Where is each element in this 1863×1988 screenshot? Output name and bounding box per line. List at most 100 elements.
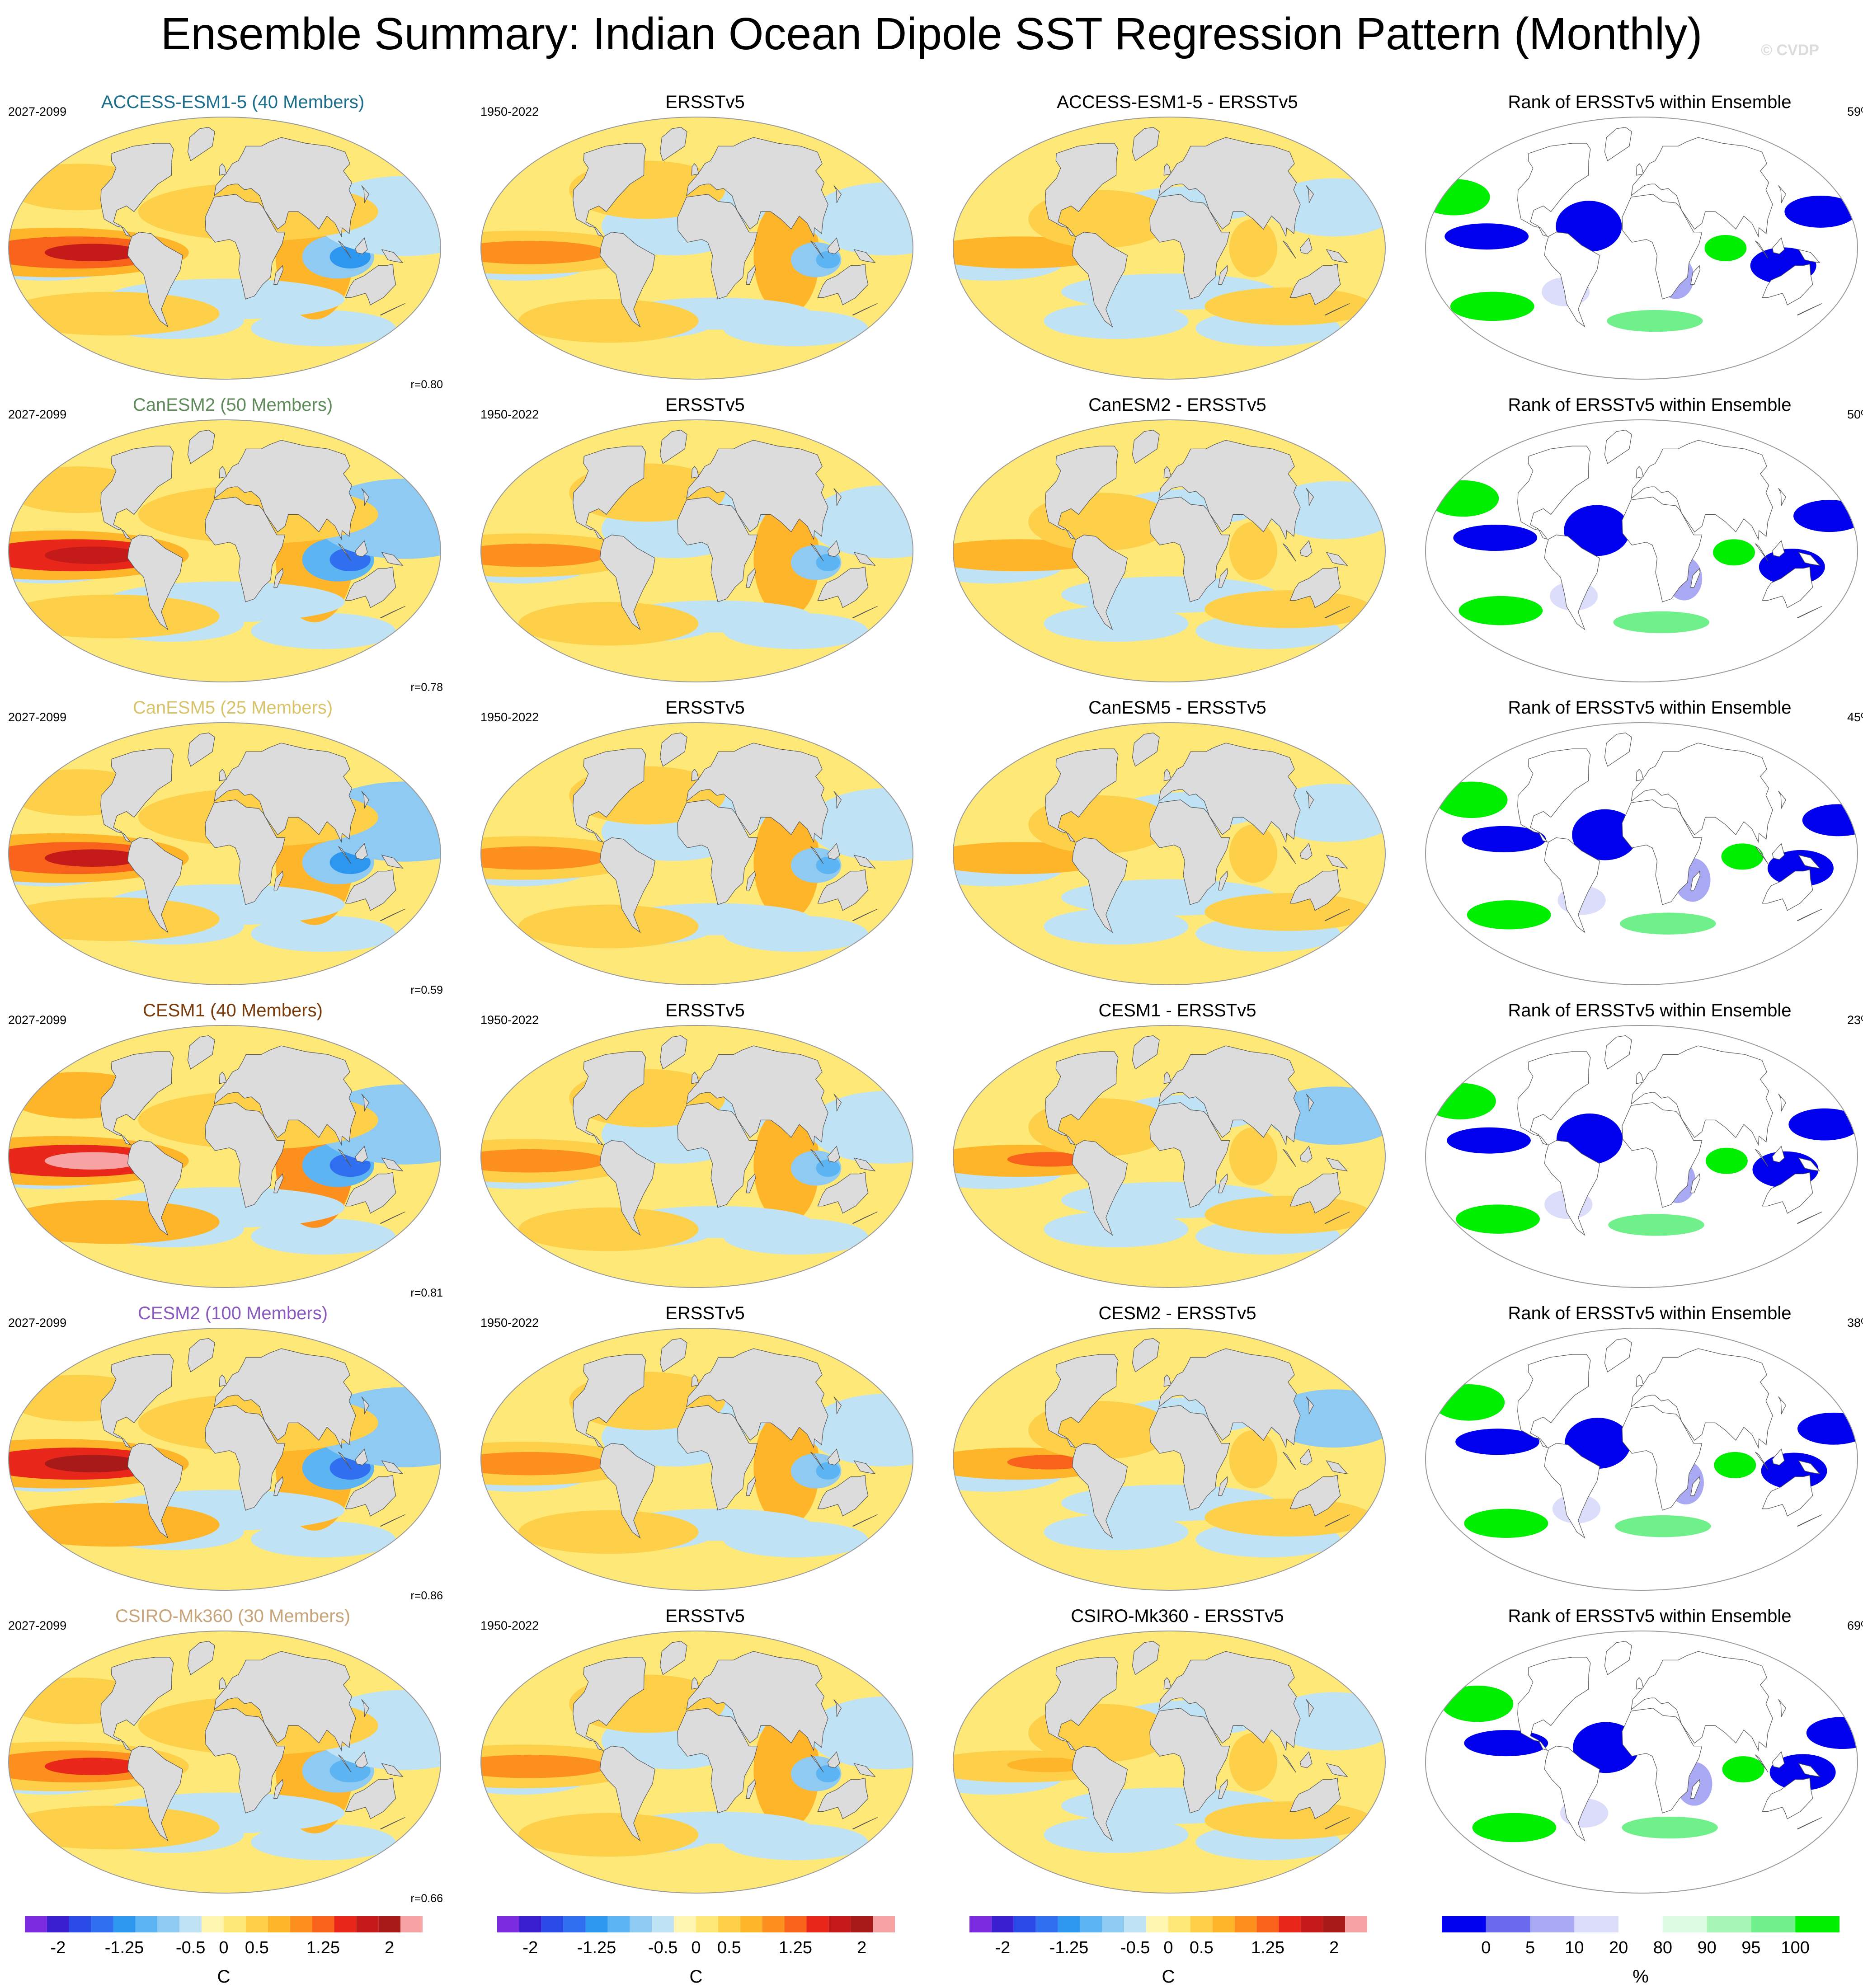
land-mass xyxy=(691,1374,699,1387)
land-mass xyxy=(1158,1348,1301,1449)
land-mass xyxy=(817,1475,869,1517)
land-mass xyxy=(361,1699,370,1717)
land-mass xyxy=(380,1817,405,1829)
land-mass xyxy=(1045,143,1119,237)
land-mass xyxy=(1158,1045,1301,1146)
map-panel: CanESM5 - ERSSTv5 xyxy=(945,696,1410,999)
panel-title: CanESM2 - ERSSTv5 xyxy=(1088,395,1266,415)
land-mass xyxy=(817,263,869,305)
sst-contour xyxy=(251,916,396,952)
pattern-correlation: r=0.59 xyxy=(410,984,443,996)
map-field xyxy=(1425,1328,1858,1590)
land-mass xyxy=(214,1045,356,1146)
colorbar-swatch xyxy=(1795,1916,1839,1932)
land-mass xyxy=(817,869,869,911)
sst-contour xyxy=(481,240,607,264)
colorbar-tick-label: 1.25 xyxy=(1251,1938,1284,1957)
land-mass xyxy=(1544,534,1600,630)
panel-period: 2027-2099 xyxy=(8,105,67,118)
land-mass xyxy=(573,446,646,540)
colorbar-swatch xyxy=(1530,1916,1575,1932)
rank-contour xyxy=(1608,1214,1704,1236)
panel-period: 2027-2099 xyxy=(8,1619,67,1632)
map-boundary xyxy=(953,1631,1386,1894)
colorbar-swatch xyxy=(1751,1916,1796,1932)
sst-contour xyxy=(1229,219,1278,277)
rank-percent: 59% xyxy=(1847,105,1863,118)
land-mass xyxy=(1326,855,1348,869)
colorbar-swatch xyxy=(1102,1916,1124,1932)
rank-contour xyxy=(1458,596,1543,625)
panel-title: CanESM2 (50 Members) xyxy=(132,395,333,415)
world-map xyxy=(1425,1631,1858,1894)
map-boundary xyxy=(953,419,1386,682)
land-mass xyxy=(1772,237,1785,254)
land-mass xyxy=(659,1035,687,1070)
colorbar-tick-label: 20 xyxy=(1609,1938,1628,1957)
land-mass xyxy=(187,732,215,767)
land-mass xyxy=(1762,1172,1813,1214)
colorbar-swatch xyxy=(1301,1916,1323,1932)
land-mass xyxy=(205,194,286,300)
land-mass xyxy=(345,1777,396,1819)
land-mass xyxy=(1218,1779,1228,1799)
land-mass xyxy=(1622,497,1703,602)
colorbar-swatch xyxy=(400,1916,423,1932)
colorbar-swatch xyxy=(91,1916,113,1932)
land-mass xyxy=(1604,1035,1632,1070)
colorbar-swatch xyxy=(1146,1916,1168,1932)
land-mass xyxy=(345,566,396,608)
land-mass xyxy=(573,1354,646,1448)
colorbar-swatch xyxy=(179,1916,202,1932)
land-mass xyxy=(746,568,756,588)
land-mass xyxy=(273,568,284,588)
panel-title: CSIRO-Mk360 - ERSSTv5 xyxy=(1071,1606,1284,1626)
land-mass xyxy=(1132,127,1160,161)
land-mass xyxy=(1306,1699,1314,1717)
land-mass xyxy=(214,137,356,238)
map-boundary xyxy=(480,1025,913,1288)
land-mass xyxy=(599,1745,655,1842)
world-map xyxy=(953,1631,1386,1894)
colorbar-unit: C xyxy=(689,1967,703,1987)
land-mass xyxy=(1306,1094,1314,1112)
colorbar-scale: 0 5 10 20 80 90 95 100 xyxy=(1442,1916,1839,1957)
land-mass xyxy=(1218,1476,1228,1496)
colorbar-tick-label: 0.5 xyxy=(717,1938,741,1957)
sst-contour xyxy=(808,183,913,256)
panel-title: CESM2 - ERSSTv5 xyxy=(1098,1303,1256,1323)
panel-title: Rank of ERSSTv5 within Ensemble xyxy=(1508,1303,1792,1323)
land-mass xyxy=(1163,1072,1171,1084)
sst-contour xyxy=(1229,1127,1278,1186)
pattern-correlation: r=0.81 xyxy=(410,1287,443,1299)
land-mass xyxy=(1283,1149,1296,1167)
land-mass xyxy=(686,743,828,843)
land-mass xyxy=(1604,732,1632,767)
map-boundary xyxy=(1425,1328,1858,1591)
land-mass xyxy=(1306,791,1314,809)
land-mass xyxy=(355,843,368,860)
land-mass xyxy=(1690,870,1701,891)
land-mass xyxy=(827,843,840,860)
land-mass xyxy=(1636,1677,1644,1690)
map-boundary xyxy=(8,1328,441,1591)
land-mass xyxy=(187,1640,215,1675)
colorbar-tick-label: -0.5 xyxy=(1120,1938,1150,1957)
land-mass xyxy=(833,488,842,506)
land-mass xyxy=(1218,568,1228,588)
land-mass xyxy=(833,1094,842,1112)
panel-title: Rank of ERSSTv5 within Ensemble xyxy=(1508,698,1792,718)
rank-contour xyxy=(1788,1108,1858,1141)
land-mass xyxy=(355,1448,368,1466)
land-mass xyxy=(1798,249,1821,263)
rank-contour xyxy=(1721,843,1764,870)
land-mass xyxy=(659,429,687,464)
land-mass xyxy=(852,908,878,921)
sst-contour xyxy=(753,1712,820,1829)
map-panel: ERSSTv5 1950-2022 xyxy=(472,90,938,393)
land-mass xyxy=(214,1348,356,1449)
map-boundary xyxy=(1425,419,1858,682)
land-mass xyxy=(1755,240,1769,258)
colorbar-tick-label: -2 xyxy=(50,1938,66,1957)
rank-percent: 23% xyxy=(1847,1013,1863,1027)
